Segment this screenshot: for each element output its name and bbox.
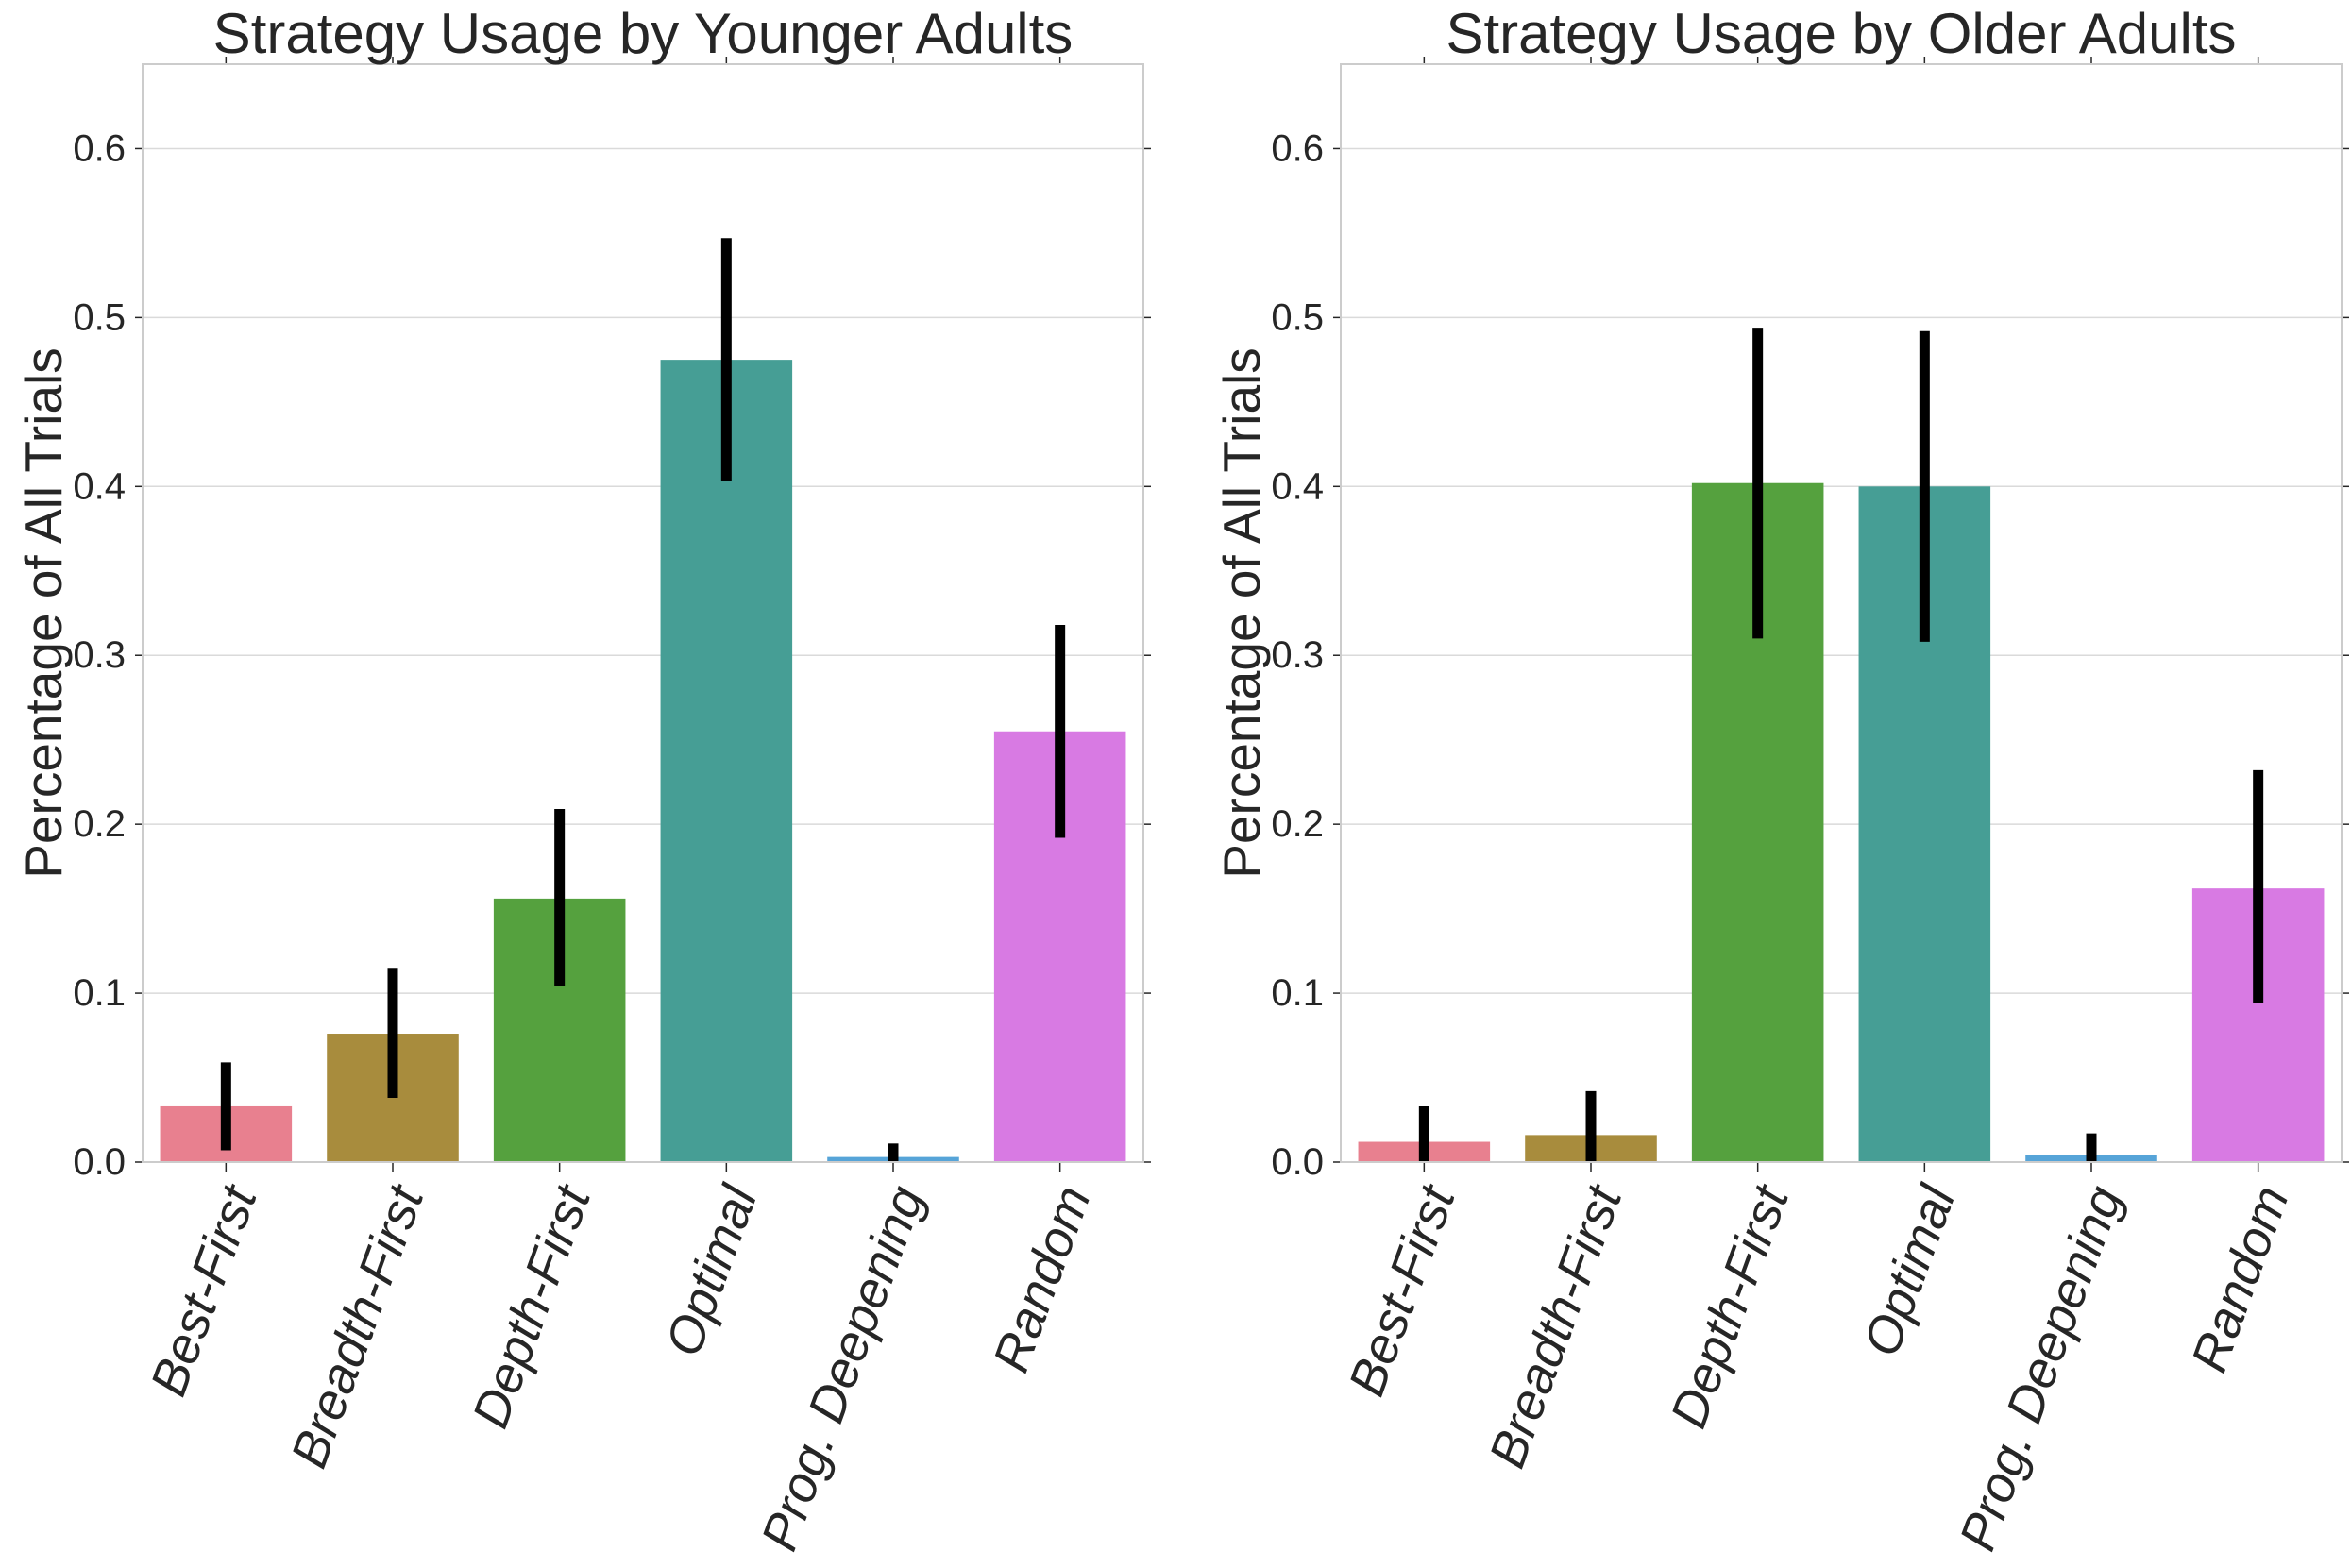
- y-tick-label: 0.6: [73, 127, 126, 169]
- chart-panel-1: 0.0 0.1 0.2 0.3 0.4 0.5 0.6 Best-First Breadth-F…: [14, 2, 1151, 1558]
- x-tick-label: Optimal: [1853, 1177, 1968, 1363]
- y-tick-label: 0.4: [1271, 465, 1324, 507]
- y-tick-label: 0.1: [1271, 972, 1324, 1014]
- x-tick-label: Prog. Deepening: [1949, 1179, 2133, 1558]
- y-tick-label: 0.0: [73, 1141, 126, 1183]
- x-tick-label: Breadth-First: [1479, 1177, 1633, 1475]
- y-tick-label: 0.2: [73, 803, 126, 845]
- chart-title: Strategy Usage by Older Adults: [1446, 2, 2236, 65]
- y-tick-label: 0.1: [73, 972, 126, 1014]
- y-tick-label: 0.5: [1271, 296, 1324, 338]
- plot-frame: [1340, 63, 2343, 1163]
- y-tick-label: 0.2: [1271, 803, 1324, 845]
- plot-frame: [142, 63, 1144, 1163]
- x-tick-label: Depth-First: [462, 1177, 601, 1435]
- x-tick-label: Random: [983, 1179, 1102, 1379]
- bar-optimal: [660, 360, 793, 1163]
- y-tick-label: 0.3: [73, 634, 126, 676]
- chart-title: Strategy Usage by Younger Adults: [213, 2, 1074, 65]
- y-axis-label: Percentage of All Trials: [14, 347, 73, 879]
- y-axis-label: Percentage of All Trials: [1212, 347, 1271, 879]
- y-tick-label: 0.0: [1271, 1141, 1324, 1183]
- y-tick-label: 0.6: [1271, 127, 1324, 169]
- x-tick-label: Best-First: [1338, 1177, 1466, 1403]
- y-tick-label: 0.4: [73, 465, 126, 507]
- x-tick-label: Best-First: [140, 1177, 268, 1403]
- x-tick-label: Optimal: [655, 1177, 770, 1363]
- x-tick-label: Breadth-First: [280, 1177, 435, 1475]
- y-tick-label: 0.5: [73, 296, 126, 338]
- x-tick-label: Random: [2181, 1179, 2300, 1379]
- chart-panel-2: 0.0 0.1 0.2 0.3 0.4 0.5 0.6 Best-First Breadth-F…: [1212, 2, 2349, 1558]
- x-tick-label: Depth-First: [1660, 1177, 1800, 1435]
- x-tick-label: Prog. Deepening: [751, 1179, 935, 1558]
- y-tick-label: 0.3: [1271, 634, 1324, 676]
